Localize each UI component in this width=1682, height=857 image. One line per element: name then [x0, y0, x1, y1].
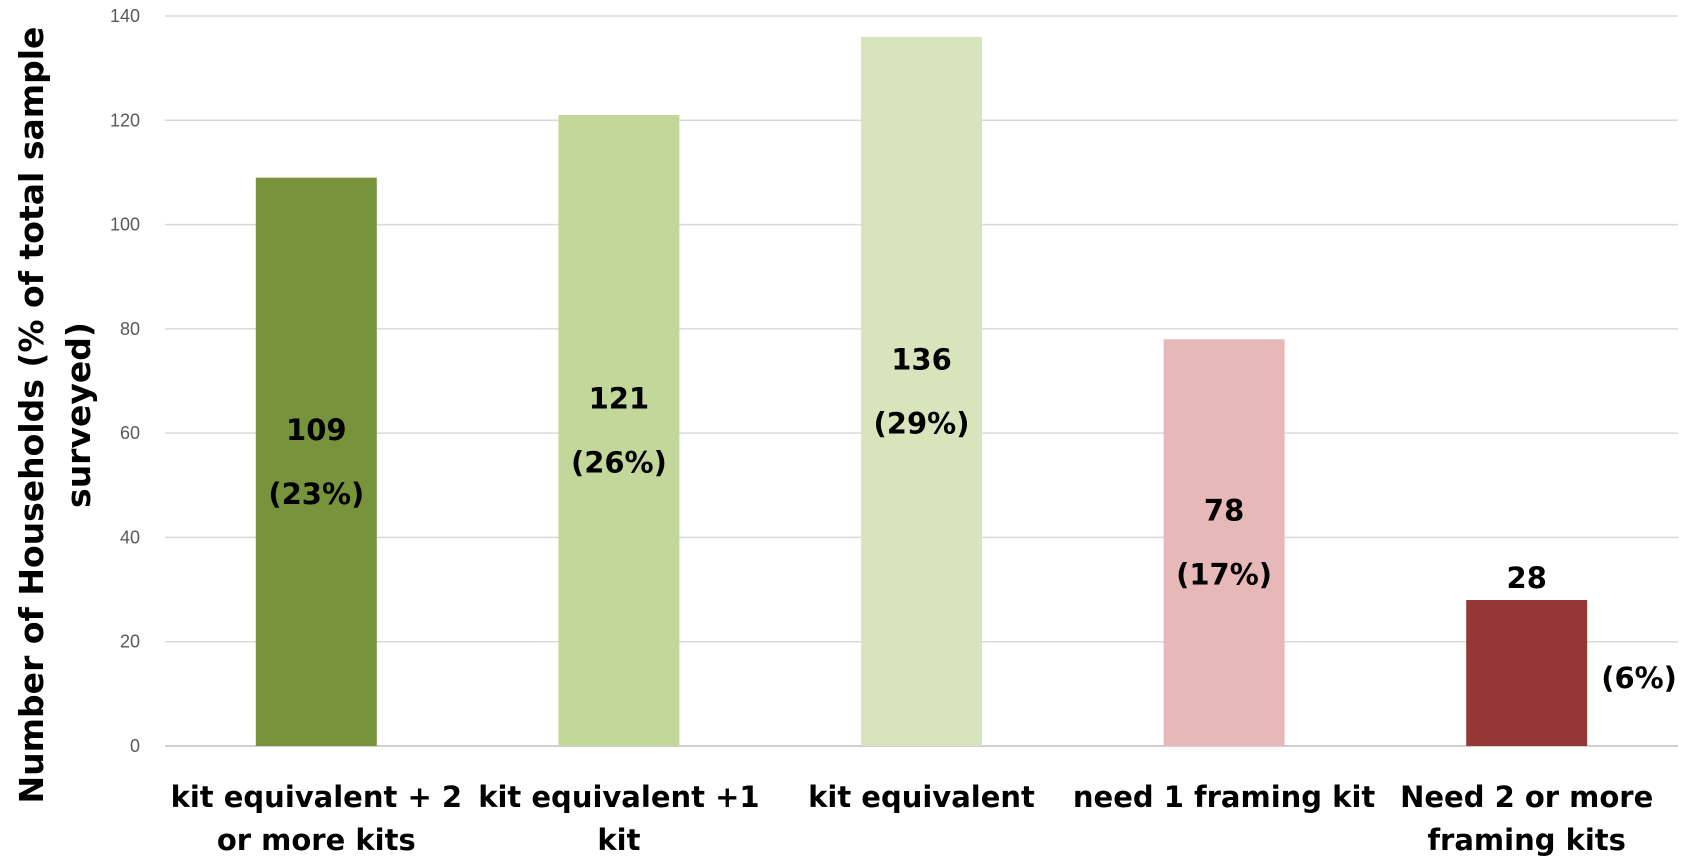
x-tick-label: kit equivalent + 2 [171, 780, 462, 814]
y-tick-label: 0 [130, 736, 140, 756]
x-tick-label: or more kits [217, 823, 416, 857]
y-tick-label: 100 [110, 215, 140, 235]
value-label: 78 [1204, 494, 1244, 528]
value-label: 109 [286, 413, 347, 447]
x-tick-label: kit equivalent +1 [478, 780, 759, 814]
value-label: 28 [1507, 561, 1547, 595]
y-tick-label: 120 [110, 110, 140, 130]
bar [861, 36, 982, 747]
x-tick-label: kit [597, 823, 640, 857]
y-tick-label: 20 [120, 632, 140, 652]
value-label: 136 [891, 342, 952, 376]
data-labels: 109 (23%) 121 (26%) 136 (29%) 78 (17%) 28 (6%) [268, 342, 1677, 695]
percent-label: (23%) [268, 477, 364, 511]
x-tick-label: need 1 framing kit [1073, 780, 1375, 814]
x-tick-label: framing kits [1427, 823, 1626, 857]
x-tick-label: Need 2 or more [1400, 780, 1653, 814]
percent-label: (17%) [1176, 558, 1272, 592]
bar [255, 177, 377, 747]
percent-label: (26%) [571, 446, 667, 480]
y-tick-label: 60 [120, 423, 140, 443]
bars [255, 36, 1588, 747]
y-axis-ticks: 0 20 40 60 80 100 120 140 [110, 6, 140, 756]
value-label: 121 [589, 382, 650, 416]
y-axis-title: Number of Households (% of total sample s… [12, 27, 98, 804]
percent-label: (6%) [1601, 661, 1677, 695]
y-tick-label: 140 [110, 6, 140, 26]
bar [558, 115, 680, 747]
bar [1466, 600, 1588, 746]
y-tick-label: 40 [120, 527, 140, 547]
y-tick-label: 80 [120, 319, 140, 339]
bar [1163, 339, 1285, 746]
x-tick-label: kit equivalent [808, 780, 1035, 814]
y-axis-title-line: surveyed) [59, 322, 98, 508]
x-axis-categories: kit equivalent + 2 or more kits kit equiva… [171, 780, 1654, 857]
percent-label: (29%) [874, 406, 970, 440]
y-axis-title-line: Number of Households (% of total sample [12, 27, 51, 804]
